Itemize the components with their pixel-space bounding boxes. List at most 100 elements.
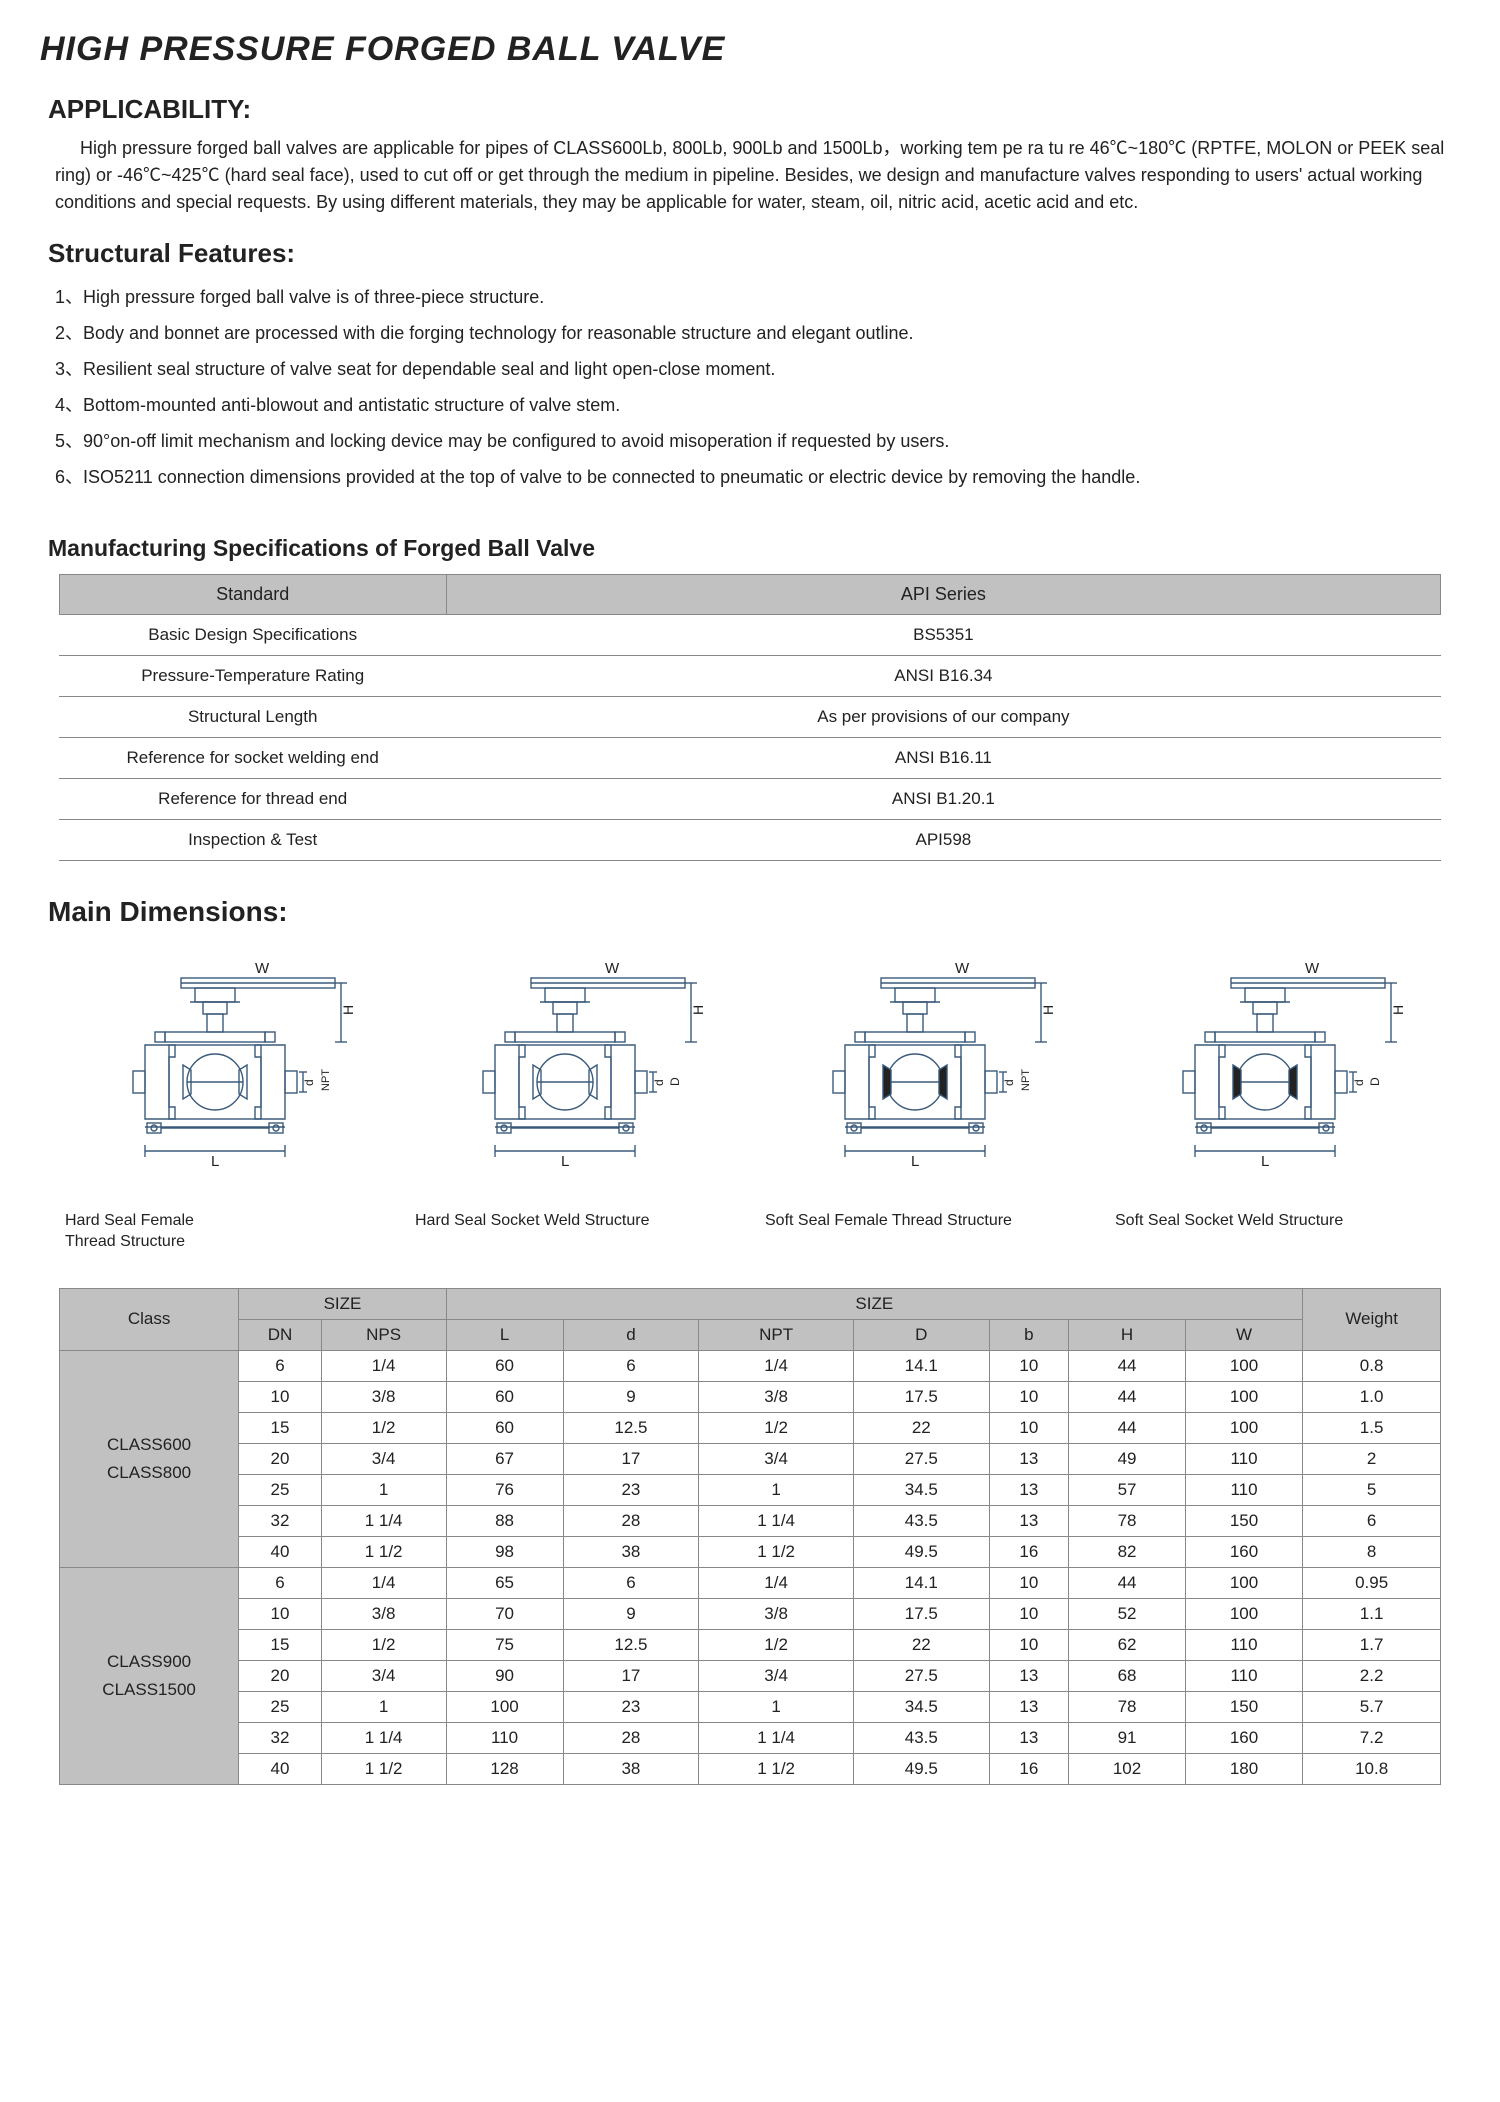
- dim-cell: 57: [1069, 1474, 1186, 1505]
- dim-cell: 3/4: [699, 1660, 854, 1691]
- feature-item: 5、90°on-off limit mechanism and locking …: [55, 423, 1450, 459]
- dim-cell: 25: [239, 1691, 321, 1722]
- dim-cell: 7.2: [1303, 1722, 1441, 1753]
- spec-row: Inspection & TestAPI598: [59, 820, 1440, 861]
- spec-cell: ANSI B16.11: [446, 738, 1441, 779]
- dim-cell: 1.0: [1303, 1381, 1441, 1412]
- dim-cell: 1 1/2: [321, 1536, 446, 1567]
- dim-cell: 27.5: [853, 1443, 989, 1474]
- spec-cell: Pressure-Temperature Rating: [59, 656, 446, 697]
- svg-text:H: H: [1390, 1005, 1406, 1015]
- dim-cell: 1.1: [1303, 1598, 1441, 1629]
- dim-cell: 3/8: [321, 1381, 446, 1412]
- dim-class-cell: CLASS900 CLASS1500: [59, 1567, 239, 1784]
- dim-cell: 90: [446, 1660, 563, 1691]
- dim-cell: 17: [563, 1660, 699, 1691]
- svg-text:d: d: [1352, 1079, 1366, 1086]
- dim-cell: 60: [446, 1381, 563, 1412]
- dim-row: 25110023134.513781505.7: [59, 1691, 1440, 1722]
- dim-row: 321 1/4110281 1/443.513911607.2: [59, 1722, 1440, 1753]
- dim-cell: 1/4: [699, 1350, 854, 1381]
- dim-cell: 10: [989, 1567, 1068, 1598]
- dim-cell: 10: [989, 1412, 1068, 1443]
- dim-cell: 110: [1186, 1474, 1303, 1505]
- dim-subheader: W: [1186, 1319, 1303, 1350]
- dim-cell: 6: [239, 1350, 321, 1381]
- dim-cell: 1 1/4: [699, 1505, 854, 1536]
- main-dimensions-heading: Main Dimensions:: [48, 896, 1470, 928]
- diagram-caption: Hard Seal Socket Weld Structure: [407, 1211, 743, 1232]
- spec-cell: As per provisions of our company: [446, 697, 1441, 738]
- dim-th-size1: SIZE: [239, 1288, 446, 1319]
- valve-diagram: W L: [407, 953, 743, 1253]
- dim-cell: 14.1: [853, 1567, 989, 1598]
- dim-cell: 76: [446, 1474, 563, 1505]
- svg-text:d: d: [302, 1079, 316, 1086]
- dim-cell: 1/4: [699, 1567, 854, 1598]
- spec-header-standard: Standard: [59, 575, 446, 615]
- dim-cell: 3/4: [321, 1443, 446, 1474]
- dim-cell: 110: [1186, 1660, 1303, 1691]
- dim-cell: 67: [446, 1443, 563, 1474]
- spec-cell: Inspection & Test: [59, 820, 446, 861]
- spec-cell: Structural Length: [59, 697, 446, 738]
- spec-table: Standard API Series Basic Design Specifi…: [59, 574, 1441, 861]
- dimensions-table: Class SIZE SIZE Weight DNNPSLdNPTDbHW CL…: [59, 1288, 1441, 1785]
- dim-cell: 25: [239, 1474, 321, 1505]
- spec-row: Reference for socket welding endANSI B16…: [59, 738, 1440, 779]
- dim-cell: 3/4: [699, 1443, 854, 1474]
- dim-cell: 23: [563, 1474, 699, 1505]
- dim-cell: 8: [1303, 1536, 1441, 1567]
- svg-text:L: L: [1261, 1153, 1269, 1170]
- dim-cell: 10: [239, 1381, 321, 1412]
- dim-cell: 12.5: [563, 1629, 699, 1660]
- dim-cell: 70: [446, 1598, 563, 1629]
- svg-text:NPT: NPT: [320, 1069, 332, 1091]
- dim-cell: 49: [1069, 1443, 1186, 1474]
- dim-cell: 6: [239, 1567, 321, 1598]
- svg-text:D: D: [668, 1077, 682, 1086]
- spec-row: Reference for thread endANSI B1.20.1: [59, 779, 1440, 820]
- feature-item: 6、ISO5211 connection dimensions provided…: [55, 459, 1450, 495]
- dim-cell: 0.8: [1303, 1350, 1441, 1381]
- dim-cell: 100: [1186, 1412, 1303, 1443]
- dim-cell: 44: [1069, 1350, 1186, 1381]
- svg-text:d: d: [652, 1079, 666, 1086]
- dim-cell: 75: [446, 1629, 563, 1660]
- spec-cell: ANSI B1.20.1: [446, 779, 1441, 820]
- spec-cell: BS5351: [446, 615, 1441, 656]
- diagram-caption: Hard Seal Female Thread Structure: [57, 1211, 393, 1253]
- dim-row: 321 1/488281 1/443.513781506: [59, 1505, 1440, 1536]
- spec-header-api: API Series: [446, 575, 1441, 615]
- dim-cell: 43.5: [853, 1722, 989, 1753]
- applicability-heading: APPLICABILITY:: [48, 94, 1470, 125]
- dim-cell: 110: [1186, 1443, 1303, 1474]
- dim-row: 103/87093/817.510521001.1: [59, 1598, 1440, 1629]
- dim-cell: 12.5: [563, 1412, 699, 1443]
- dim-row: 151/27512.51/22210621101.7: [59, 1629, 1440, 1660]
- svg-text:H: H: [340, 1005, 356, 1015]
- feature-item: 1、High pressure forged ball valve is of …: [55, 279, 1450, 315]
- dim-cell: 13: [989, 1722, 1068, 1753]
- feature-item: 4、Bottom-mounted anti-blowout and antist…: [55, 387, 1450, 423]
- dim-row: CLASS600 CLASS80061/46061/414.110441000.…: [59, 1350, 1440, 1381]
- dim-cell: 1 1/4: [321, 1722, 446, 1753]
- dim-cell: 100: [1186, 1598, 1303, 1629]
- svg-text:H: H: [1040, 1005, 1056, 1015]
- svg-text:L: L: [911, 1153, 919, 1170]
- dim-cell: 1: [321, 1691, 446, 1722]
- dim-cell: 68: [1069, 1660, 1186, 1691]
- dim-subheader: DN: [239, 1319, 321, 1350]
- feature-item: 3、Resilient seal structure of valve seat…: [55, 351, 1450, 387]
- dim-row: 151/26012.51/22210441001.5: [59, 1412, 1440, 1443]
- spec-row: Structural LengthAs per provisions of ou…: [59, 697, 1440, 738]
- dim-cell: 1/4: [321, 1567, 446, 1598]
- dim-cell: 49.5: [853, 1536, 989, 1567]
- svg-text:D: D: [1368, 1077, 1382, 1086]
- dim-subheader: H: [1069, 1319, 1186, 1350]
- dim-cell: 78: [1069, 1691, 1186, 1722]
- dim-subheader: NPS: [321, 1319, 446, 1350]
- dim-th-class: Class: [59, 1288, 239, 1350]
- dim-cell: 65: [446, 1567, 563, 1598]
- features-heading: Structural Features:: [48, 238, 1470, 269]
